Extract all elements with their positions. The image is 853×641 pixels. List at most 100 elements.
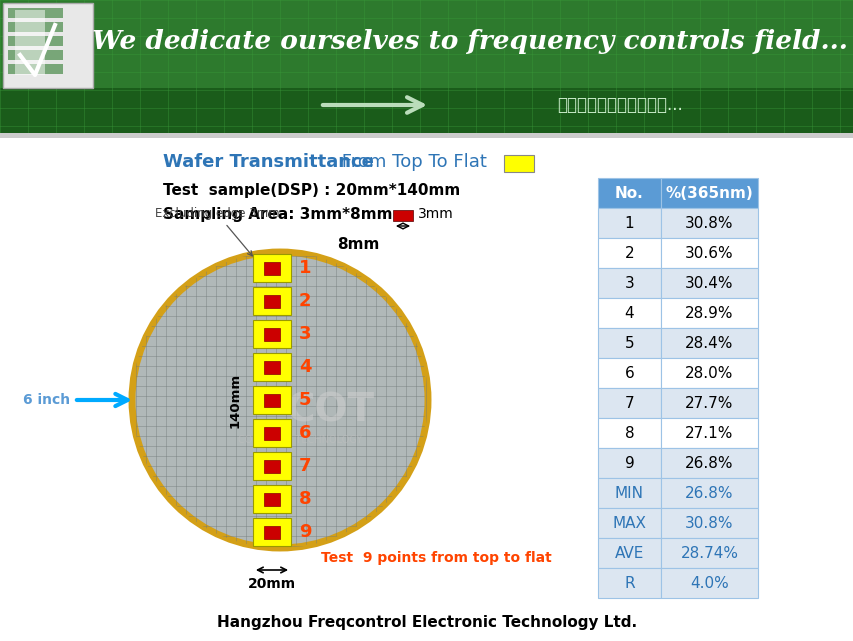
Text: 4: 4 — [299, 358, 311, 376]
Bar — [252, 419, 291, 447]
Bar — [15, 10, 45, 75]
Bar — [597, 328, 660, 358]
Bar — [660, 178, 757, 208]
Bar — [597, 418, 660, 448]
Text: 8mm: 8mm — [336, 237, 379, 252]
Text: COQUARTZ TECHNOLOGY: COQUARTZ TECHNOLOGY — [238, 435, 362, 445]
Text: 27.7%: 27.7% — [684, 395, 733, 410]
Text: 6: 6 — [624, 365, 634, 381]
Text: 6: 6 — [299, 424, 311, 442]
Text: 30.4%: 30.4% — [684, 276, 733, 290]
Bar — [660, 538, 757, 568]
Bar — [252, 353, 291, 381]
Text: Excluding edge 3mm: Excluding edge 3mm — [154, 208, 279, 256]
Bar — [264, 262, 280, 274]
Text: Wafer Transmittance: Wafer Transmittance — [163, 153, 374, 171]
Text: 28.4%: 28.4% — [684, 335, 733, 351]
Bar — [660, 328, 757, 358]
Bar — [264, 426, 280, 440]
Bar — [252, 518, 291, 546]
Text: 140mm: 140mm — [229, 372, 241, 428]
Text: 28.74%: 28.74% — [680, 545, 738, 560]
Bar — [252, 254, 291, 282]
Text: MIN: MIN — [614, 485, 643, 501]
Text: 7: 7 — [299, 457, 311, 475]
Bar — [252, 485, 291, 513]
Text: 20mm: 20mm — [247, 577, 296, 591]
Bar — [252, 287, 291, 315]
Bar — [264, 526, 280, 538]
Bar — [660, 448, 757, 478]
Text: 9: 9 — [299, 523, 311, 541]
Text: MAX: MAX — [612, 515, 646, 531]
Text: Sampling Area: 3mm*8mm: Sampling Area: 3mm*8mm — [163, 207, 392, 222]
Text: Hangzhou Freqcontrol Electronic Technology Ltd.: Hangzhou Freqcontrol Electronic Technolo… — [217, 615, 636, 629]
Bar — [264, 328, 280, 340]
Text: 1: 1 — [624, 215, 634, 231]
Bar — [660, 298, 757, 328]
Bar — [264, 294, 280, 308]
Text: 5: 5 — [624, 335, 634, 351]
Text: 8: 8 — [624, 426, 634, 440]
Bar — [264, 394, 280, 406]
Bar — [8, 64, 63, 74]
Bar — [8, 50, 63, 60]
Text: 28.0%: 28.0% — [684, 365, 733, 381]
Bar — [597, 178, 660, 208]
Bar — [597, 568, 660, 598]
Ellipse shape — [132, 252, 427, 548]
Bar — [660, 358, 757, 388]
Bar — [597, 538, 660, 568]
Bar — [597, 268, 660, 298]
Bar — [597, 238, 660, 268]
Bar — [660, 568, 757, 598]
Text: 28.9%: 28.9% — [684, 306, 733, 320]
Bar — [392, 210, 413, 221]
Bar — [252, 452, 291, 480]
Bar — [264, 360, 280, 374]
Bar — [597, 388, 660, 418]
Bar — [264, 460, 280, 472]
Text: No.: No. — [614, 185, 643, 201]
Bar — [0, 133, 853, 138]
Bar — [660, 268, 757, 298]
Bar — [264, 492, 280, 506]
Bar — [660, 208, 757, 238]
Bar — [660, 508, 757, 538]
Text: 4: 4 — [624, 306, 634, 320]
Bar — [0, 88, 853, 133]
Bar — [503, 155, 533, 172]
Text: 30.8%: 30.8% — [684, 515, 733, 531]
Bar — [597, 508, 660, 538]
Bar — [3, 3, 93, 88]
Bar — [660, 478, 757, 508]
Bar — [8, 36, 63, 46]
Bar — [660, 388, 757, 418]
Text: Test  sample(DSP) : 20mm*140mm: Test sample(DSP) : 20mm*140mm — [163, 183, 460, 198]
Text: We dedicate ourselves to frequency controls field...: We dedicate ourselves to frequency contr… — [92, 29, 847, 54]
Text: 26.8%: 26.8% — [684, 456, 733, 470]
Text: 7: 7 — [624, 395, 634, 410]
Text: 26.8%: 26.8% — [684, 485, 733, 501]
Text: 2: 2 — [624, 246, 634, 260]
Text: 9: 9 — [624, 456, 634, 470]
Bar — [597, 448, 660, 478]
Bar — [660, 238, 757, 268]
Text: 8: 8 — [299, 490, 311, 508]
Bar — [0, 0, 853, 88]
Bar — [8, 8, 63, 18]
Text: 我们致力于频率控制领域...: 我们致力于频率控制领域... — [556, 96, 682, 114]
Text: 4.0%: 4.0% — [689, 576, 728, 590]
Text: 2: 2 — [299, 292, 311, 310]
Bar — [597, 208, 660, 238]
Text: AVE: AVE — [614, 545, 643, 560]
Text: 30.8%: 30.8% — [684, 215, 733, 231]
Bar — [597, 298, 660, 328]
Text: %(365nm): %(365nm) — [664, 185, 752, 201]
Text: 27.1%: 27.1% — [684, 426, 733, 440]
Bar — [252, 320, 291, 348]
Text: 6 inch: 6 inch — [23, 393, 70, 407]
Bar — [597, 358, 660, 388]
Text: 3: 3 — [299, 325, 311, 343]
Text: 30.6%: 30.6% — [684, 246, 733, 260]
